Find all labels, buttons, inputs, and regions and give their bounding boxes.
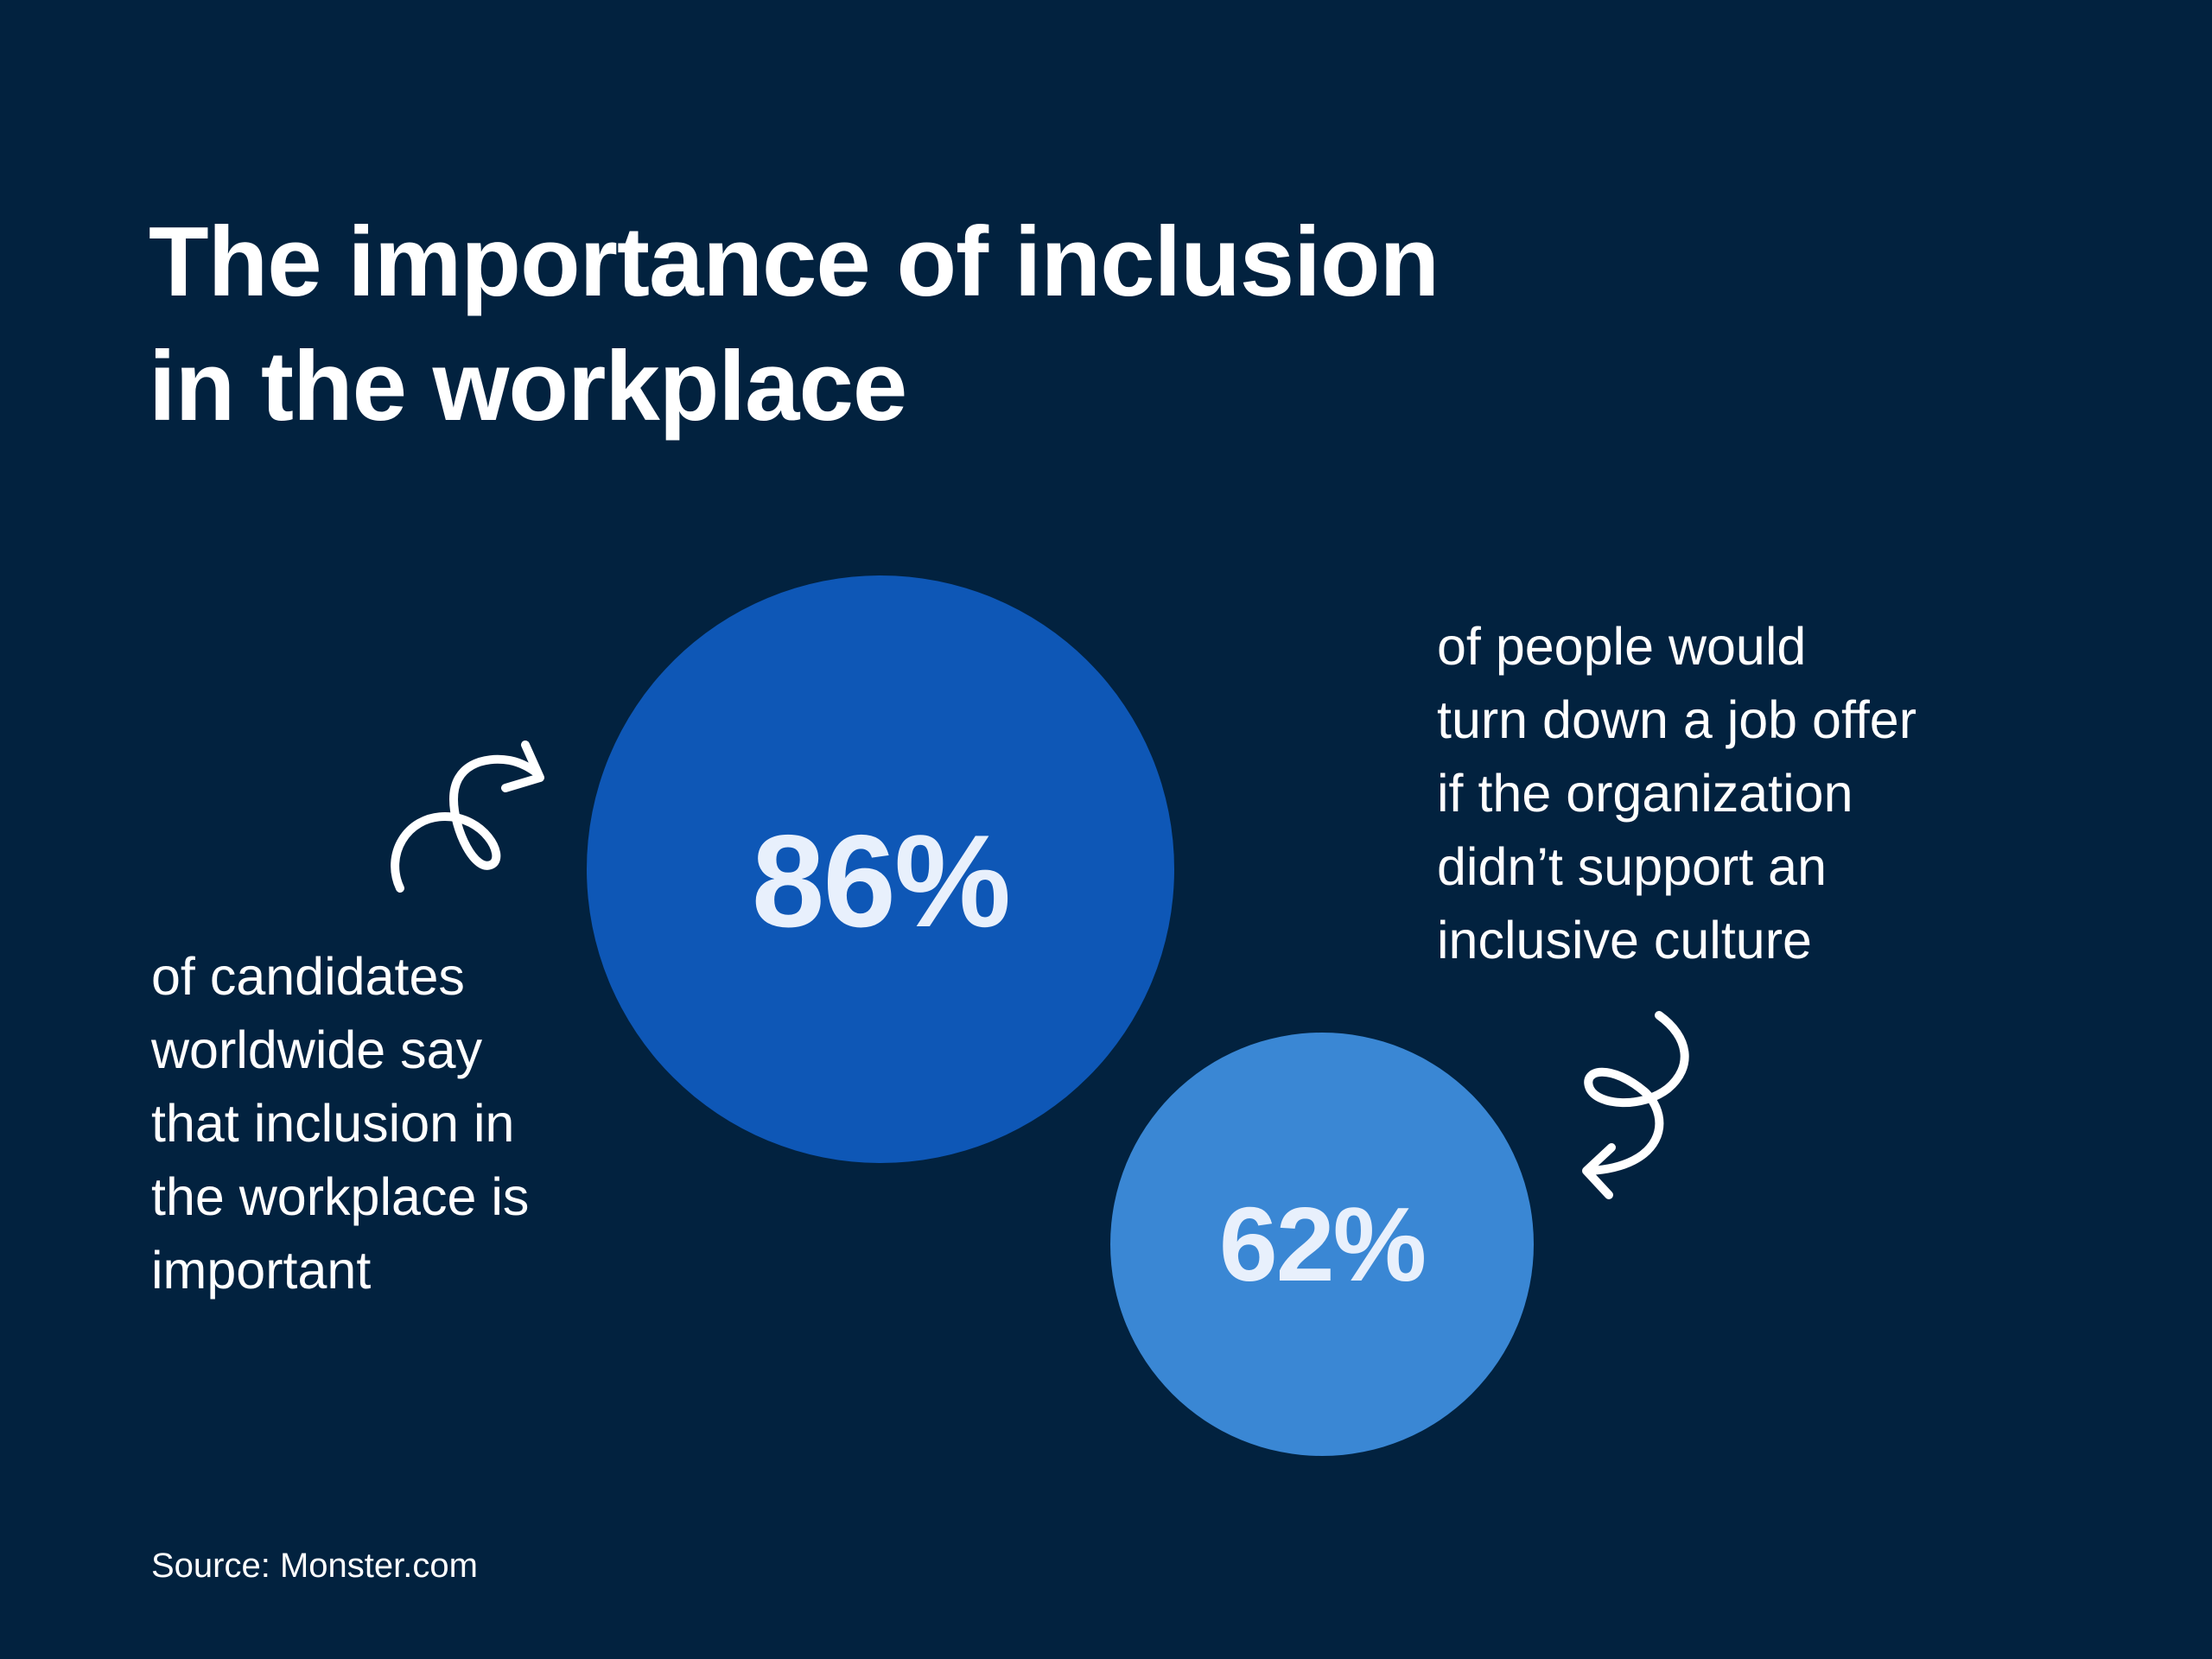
description-line: of people would bbox=[1437, 617, 1807, 676]
description-line: the workplace is bbox=[151, 1167, 530, 1226]
stat-value: 62% bbox=[1218, 1185, 1427, 1303]
title-line-1: The importance of inclusion bbox=[149, 207, 1440, 317]
curly-arrow-right-icon bbox=[380, 734, 553, 899]
stat-value: 86% bbox=[751, 807, 1011, 955]
stat-circle-86: 86% bbox=[587, 575, 1174, 1163]
description-line: that inclusion in bbox=[151, 1094, 515, 1153]
source-citation: Source: Monster.com bbox=[151, 1547, 478, 1585]
description-line: turn down a job offer bbox=[1437, 690, 1917, 749]
description-line: inclusive culture bbox=[1437, 911, 1812, 969]
stat-description-62: of people would turn down a job offer if… bbox=[1437, 610, 1916, 977]
description-line: if the organization bbox=[1437, 764, 1853, 823]
stat-description-86: of candidates worldwide say that inclusi… bbox=[151, 940, 529, 1307]
description-line: of candidates bbox=[151, 947, 465, 1006]
title-line-2: in the workplace bbox=[149, 332, 907, 442]
description-line: didn’t support an bbox=[1437, 837, 1827, 896]
description-line: worldwide say bbox=[151, 1020, 483, 1079]
description-line: important bbox=[151, 1241, 372, 1300]
stat-circle-62: 62% bbox=[1110, 1033, 1534, 1456]
curly-arrow-down-left-icon bbox=[1573, 1007, 1711, 1214]
page-title: The importance of inclusion in the workp… bbox=[149, 200, 1440, 449]
